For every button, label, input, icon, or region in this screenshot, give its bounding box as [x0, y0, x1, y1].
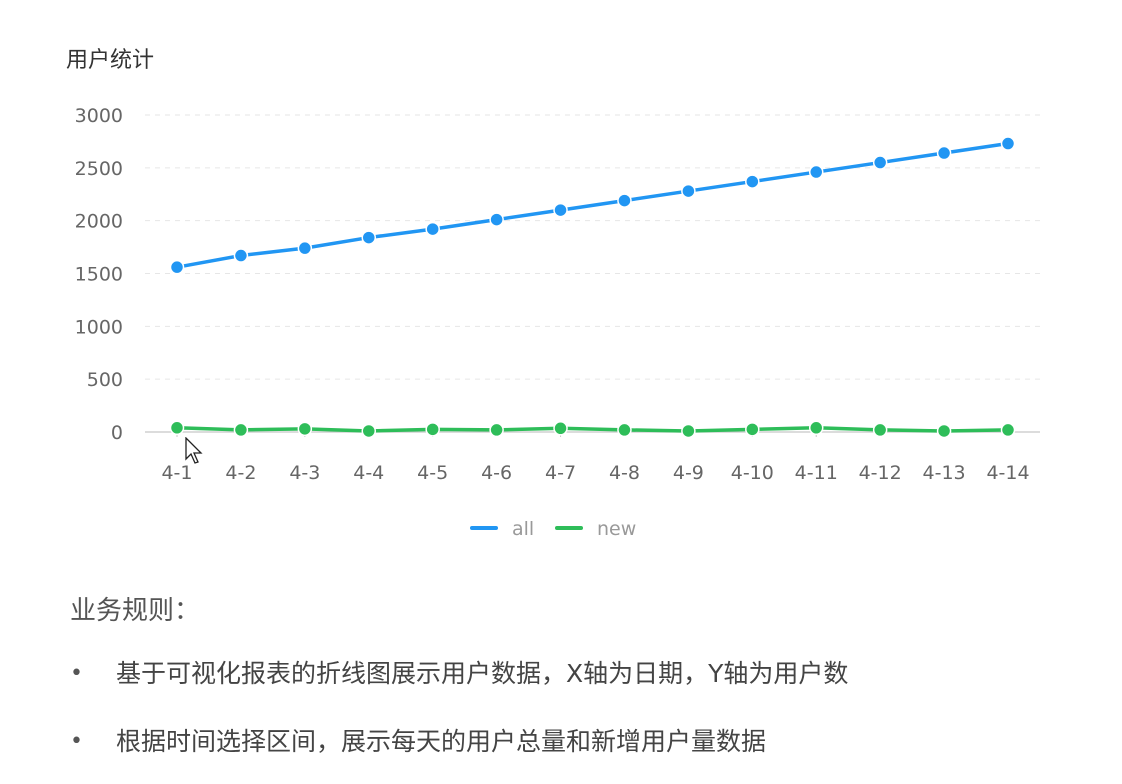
series-line-all [175, 141, 1010, 269]
chart-title: 用户统计 [66, 48, 155, 73]
x-tick-label: 4-9 [673, 462, 704, 484]
data-point-new [872, 422, 888, 438]
rule-item: • 根据时间选择区间，展示每天的用户总量和新增用户量数据 [70, 716, 848, 784]
x-tick-label: 4-12 [859, 462, 902, 484]
grid-lines [145, 114, 1040, 380]
y-tick-label: 1500 [75, 264, 123, 286]
legend: all new [470, 518, 636, 540]
line-chart: 0 500 1000 1500 2000 2500 3000 4-1 4-2 4-3 4-4 4-5… [75, 105, 1040, 540]
x-tick-label: 4-7 [545, 462, 576, 484]
data-point-all [169, 259, 185, 275]
data-point-all [425, 221, 440, 237]
legend-label-new: new [597, 518, 636, 540]
data-point-all [489, 212, 504, 227]
y-tick-label: 2500 [75, 158, 123, 180]
x-tick-label: 4-5 [417, 462, 448, 484]
data-point-new [745, 422, 760, 437]
y-tick-label: 2000 [75, 211, 123, 233]
data-point-new [553, 421, 568, 436]
x-tick-label: 4-2 [225, 462, 256, 484]
rule-text: 基于可视化报表的折线图展示用户数据，X轴为日期，Y轴为用户数 [116, 659, 849, 688]
data-point-all [745, 174, 760, 189]
x-tick-label: 4-4 [353, 462, 384, 484]
x-tick-label: 4-10 [731, 462, 774, 484]
data-point-all [872, 155, 888, 170]
y-tick-label: 3000 [75, 105, 123, 127]
data-point-new [617, 422, 632, 438]
legend-label-all: all [512, 518, 534, 540]
data-point-new [425, 422, 440, 437]
mouse-cursor-icon [185, 437, 203, 464]
x-tick-label: 4-6 [481, 462, 512, 484]
series [169, 136, 1016, 439]
data-point-new [297, 421, 313, 437]
x-tick-label: 4-8 [609, 462, 640, 484]
business-rules-list: • 基于可视化报表的折线图展示用户数据，X轴为日期，Y轴为用户数 • 根据时间选… [70, 648, 848, 784]
x-tick-label: 4-11 [795, 462, 838, 484]
x-tick-label: 4-3 [289, 462, 320, 484]
data-point-all [233, 248, 249, 263]
y-tick-label: 1000 [75, 316, 123, 338]
data-point-all [297, 240, 313, 256]
data-point-new [681, 423, 696, 439]
business-rules-heading: 业务规则： [70, 596, 201, 626]
data-point-all [617, 193, 632, 208]
data-point-new [233, 422, 249, 438]
x-tick-label: 4-1 [161, 462, 192, 484]
data-point-all [808, 164, 824, 180]
y-tick-label: 500 [87, 369, 123, 391]
y-tick-label: 0 [111, 422, 123, 444]
rule-item: • 基于可视化报表的折线图展示用户数据，X轴为日期，Y轴为用户数 [70, 648, 848, 716]
data-point-all [553, 202, 568, 218]
bullet-icon: • [70, 729, 83, 754]
data-point-new [169, 420, 185, 436]
data-point-new [361, 423, 377, 439]
data-point-new [936, 423, 952, 439]
rule-text: 根据时间选择区间，展示每天的用户总量和新增用户量数据 [116, 727, 767, 756]
data-point-all [936, 145, 952, 161]
data-point-all [1000, 136, 1016, 151]
data-point-all [681, 183, 696, 199]
data-point-all [361, 230, 377, 245]
y-axis: 0 500 1000 1500 2000 2500 3000 [75, 105, 123, 444]
x-axis: 4-1 4-2 4-3 4-4 4-5 4-6 4-7 4-8 4-9 4-10 4-11 4-12 4… [145, 431, 1040, 484]
bullet-icon: • [70, 661, 83, 686]
data-point-new [1000, 422, 1016, 438]
data-point-new [489, 422, 504, 438]
series-line-new [175, 426, 1010, 433]
x-tick-label: 4-13 [923, 462, 966, 484]
data-point-new [808, 420, 824, 436]
x-tick-label: 4-14 [986, 462, 1029, 484]
